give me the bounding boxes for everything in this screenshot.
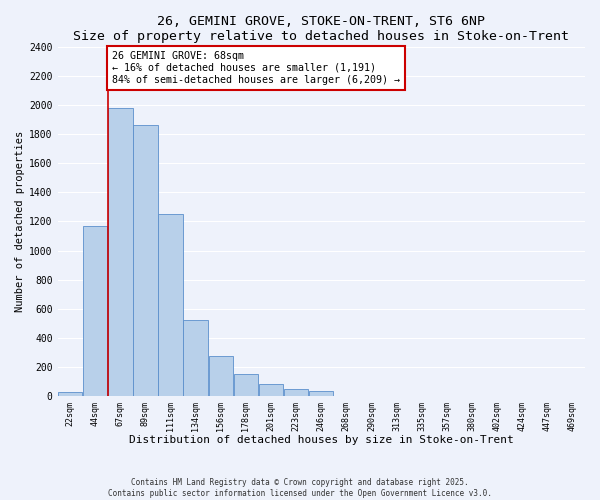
Bar <box>58 392 82 396</box>
Y-axis label: Number of detached properties: Number of detached properties <box>15 131 25 312</box>
Bar <box>309 391 334 396</box>
X-axis label: Distribution of detached houses by size in Stoke-on-Trent: Distribution of detached houses by size … <box>129 435 514 445</box>
Bar <box>184 320 208 396</box>
Bar <box>234 374 258 396</box>
Title: 26, GEMINI GROVE, STOKE-ON-TRENT, ST6 6NP
Size of property relative to detached : 26, GEMINI GROVE, STOKE-ON-TRENT, ST6 6N… <box>73 15 569 43</box>
Bar <box>284 390 308 396</box>
Bar <box>209 356 233 396</box>
Bar <box>83 226 107 396</box>
Bar <box>259 384 283 396</box>
Text: 26 GEMINI GROVE: 68sqm
← 16% of detached houses are smaller (1,191)
84% of semi-: 26 GEMINI GROVE: 68sqm ← 16% of detached… <box>112 52 400 84</box>
Text: Contains HM Land Registry data © Crown copyright and database right 2025.
Contai: Contains HM Land Registry data © Crown c… <box>108 478 492 498</box>
Bar <box>158 214 183 396</box>
Bar <box>108 108 133 396</box>
Bar <box>133 126 158 396</box>
